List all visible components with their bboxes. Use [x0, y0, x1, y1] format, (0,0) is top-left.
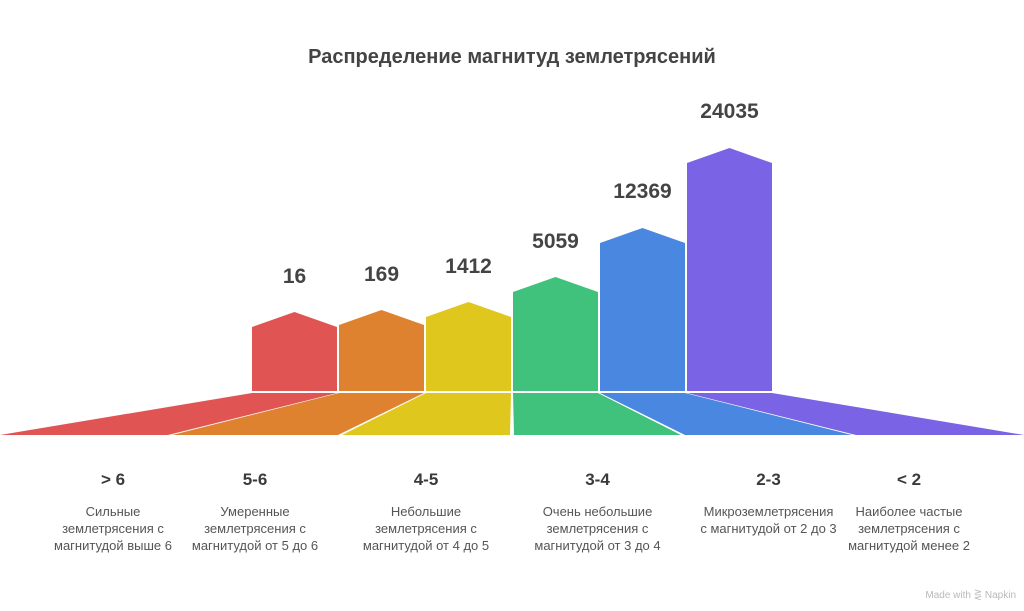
category-label: 2-3 Микроземлетрясения с магнитудой от 2 д… [684, 470, 854, 537]
category-range: > 6 [100, 470, 126, 489]
category-range: 2-3 [756, 470, 781, 489]
category-label: 4-5 Небольшие землетрясения с магнитудой от… [341, 470, 511, 554]
category-description: Микроземлетрясения с магнитудой от 2 до 3 [700, 504, 837, 536]
fan-segment-0 [0, 393, 337, 435]
category-label: < 2 Наиболее частые землетрясения с магниту… [824, 470, 994, 554]
value-label: 1412 [445, 255, 492, 278]
fan-segment-2 [342, 393, 511, 435]
category-range: 3-4 [585, 470, 610, 489]
chart-title: Распределение магнитуд землетрясений [308, 46, 716, 68]
bar-5 [687, 148, 772, 391]
category-description: Умеренные землетрясения с магнитудой от 5 … [191, 504, 319, 553]
value-label: 12369 [613, 180, 672, 203]
category-range: 4-5 [413, 470, 439, 489]
napkin-watermark: Made with ⋛ Napkin [925, 590, 1016, 601]
value-label: 5059 [532, 230, 579, 253]
fan-segment-4 [600, 393, 852, 435]
bar-4 [600, 228, 685, 391]
category-label: 5-6 Умеренные землетрясения с магнитудой от… [170, 470, 340, 554]
fan-segment-3 [513, 393, 681, 435]
fan-segment-5 [687, 393, 1024, 435]
category-range: < 2 [896, 470, 922, 489]
bar-1 [339, 310, 424, 391]
category-label: 3-4 Очень небольшие землетрясения с магниту… [513, 470, 683, 554]
category-range: 5-6 [242, 470, 268, 489]
value-label: 16 [282, 265, 307, 288]
category-description: Сильные землетрясения с магнитудой выше 6 [54, 504, 172, 553]
value-label: 169 [363, 263, 400, 286]
value-label: 24035 [700, 100, 759, 123]
bar-0 [252, 312, 337, 391]
base-fan-group [0, 393, 1024, 435]
category-description: Наиболее частые землетрясения с магнитудой… [848, 504, 970, 553]
bars-group [252, 148, 772, 391]
category-description: Небольшие землетрясения с магнитудой от 4 … [362, 504, 490, 553]
category-description: Очень небольшие землетрясения с магнитудой… [534, 504, 661, 553]
bar-2 [426, 302, 511, 391]
fan-segment-1 [172, 393, 424, 435]
category-label: > 6 Сильные землетрясения с магнитудой выше… [28, 470, 198, 554]
bar-3 [513, 277, 598, 391]
